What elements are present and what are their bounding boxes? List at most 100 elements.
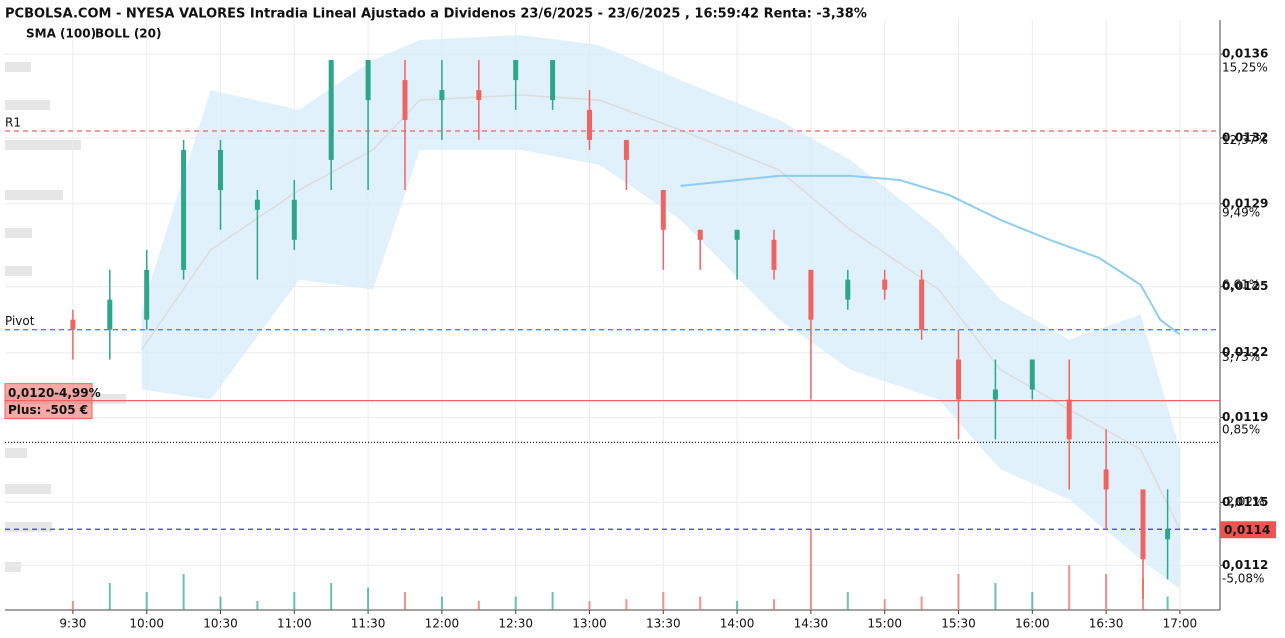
candle-body (919, 279, 925, 330)
level-label: Pivot (5, 314, 35, 328)
y2-tick-label: -2,02% (1222, 495, 1264, 509)
volume-bar (219, 596, 222, 610)
volume-bar (920, 596, 923, 610)
candle-body (107, 299, 113, 330)
volume-bar (772, 599, 775, 610)
y2-tick-label: 12,37% (1222, 133, 1268, 147)
y2-tick-label: 15,25% (1222, 61, 1268, 75)
y2-tick-label: 6,61% (1222, 278, 1260, 292)
placeholder (5, 190, 63, 200)
position-pnl: Plus: -505 € (8, 403, 88, 417)
volume-bar (477, 601, 480, 610)
volume-bar (883, 599, 886, 610)
x-tick-label: 14:00 (720, 617, 755, 631)
x-tick-label: 17:00 (1163, 617, 1198, 631)
y-tick-label: 0,0115 (1222, 495, 1268, 509)
candle-body (808, 269, 814, 320)
volume-bar (145, 592, 148, 610)
candle-body (771, 239, 777, 270)
y-tick-label: 0,0112 (1222, 558, 1268, 572)
candle-body (70, 319, 76, 330)
volume-bar (71, 601, 74, 610)
volume-bar (182, 574, 185, 610)
legend-sma: SMA (100) (26, 27, 96, 41)
position-box (4, 383, 93, 420)
volume-bar (108, 583, 111, 610)
candle-body (291, 199, 297, 240)
placeholder (5, 562, 21, 572)
x-tick-label: 11:00 (277, 617, 312, 631)
volume-bar (367, 587, 370, 610)
volume-bar (699, 596, 702, 610)
placeholder (5, 266, 32, 276)
candle-body (660, 189, 666, 230)
placeholder (5, 522, 52, 532)
volume-bar (736, 601, 739, 610)
placeholder (5, 100, 50, 110)
position-price: 0,0120 (8, 386, 54, 400)
placeholder (5, 140, 81, 150)
lines-layer (5, 130, 1220, 530)
candle-body (734, 229, 740, 240)
x-tick-label: 14:30 (794, 617, 829, 631)
candle-body (181, 149, 187, 270)
x-tick-label: 12:00 (425, 617, 460, 631)
last-price-tag (1220, 521, 1276, 539)
volume-bar (846, 592, 849, 610)
band-layer (141, 35, 1181, 590)
vol-layer (71, 529, 1169, 610)
candle-body (513, 60, 519, 81)
level-label: R1 (5, 115, 21, 129)
sma-line (680, 174, 1181, 336)
candle-body (144, 269, 150, 320)
volume-bar (1166, 596, 1169, 610)
x-tick-label: 12:30 (498, 617, 533, 631)
volume-bar (293, 592, 296, 610)
candle-body (1140, 489, 1146, 560)
candle-body (586, 109, 592, 140)
y2-tick-label: 9,49% (1222, 205, 1260, 219)
volume-bar (1068, 565, 1071, 610)
top-layer: 9:30 10:00 10:30 11:00 11:30 12:00 12:30 13:00 1… (4, 27, 1276, 631)
candle-body (697, 229, 703, 240)
candle-body (476, 90, 482, 101)
candle-body (402, 80, 408, 120)
y2-tick-label: 0,85% (1222, 423, 1260, 437)
candle-body (882, 279, 888, 290)
x-tick-label: 11:30 (351, 617, 386, 631)
candle-body (439, 90, 445, 101)
bollinger-band (141, 35, 1180, 590)
x-tick-label: 13:30 (646, 617, 681, 631)
candle-body (992, 389, 998, 400)
volume-bar (588, 601, 591, 610)
volume-bar (514, 596, 517, 610)
candle-body (365, 60, 371, 101)
x-tick-label: 16:00 (1015, 617, 1050, 631)
y-tick-label: 0,0129 (1222, 196, 1268, 210)
y-tick-label: 0,0136 (1222, 47, 1268, 61)
placeholder (5, 62, 31, 72)
legend-boll: BOLL (20) (95, 27, 162, 41)
y2-tick-label: -5,08% (1222, 572, 1264, 586)
volume-bar (809, 529, 812, 610)
y-tick-label: 0,0122 (1222, 345, 1268, 359)
volume-bar (551, 592, 554, 610)
x-tick-label: 13:00 (572, 617, 607, 631)
candle-body (1029, 359, 1035, 390)
volume-bar (440, 596, 443, 610)
x-tick-label: 10:30 (203, 617, 238, 631)
x-tick-label: 16:30 (1089, 617, 1124, 631)
candle-body (550, 60, 556, 101)
candle-body (845, 279, 851, 300)
placeholder (5, 448, 27, 458)
candle-body (956, 359, 962, 400)
candles-layer (70, 60, 1171, 600)
candle-body (1103, 469, 1109, 490)
candle-body (623, 139, 629, 160)
volume-bar (625, 599, 628, 610)
placeholder (5, 484, 51, 494)
x-tick-label: 9:30 (59, 617, 86, 631)
volume-bar (330, 583, 333, 610)
volume-bar (256, 601, 259, 610)
